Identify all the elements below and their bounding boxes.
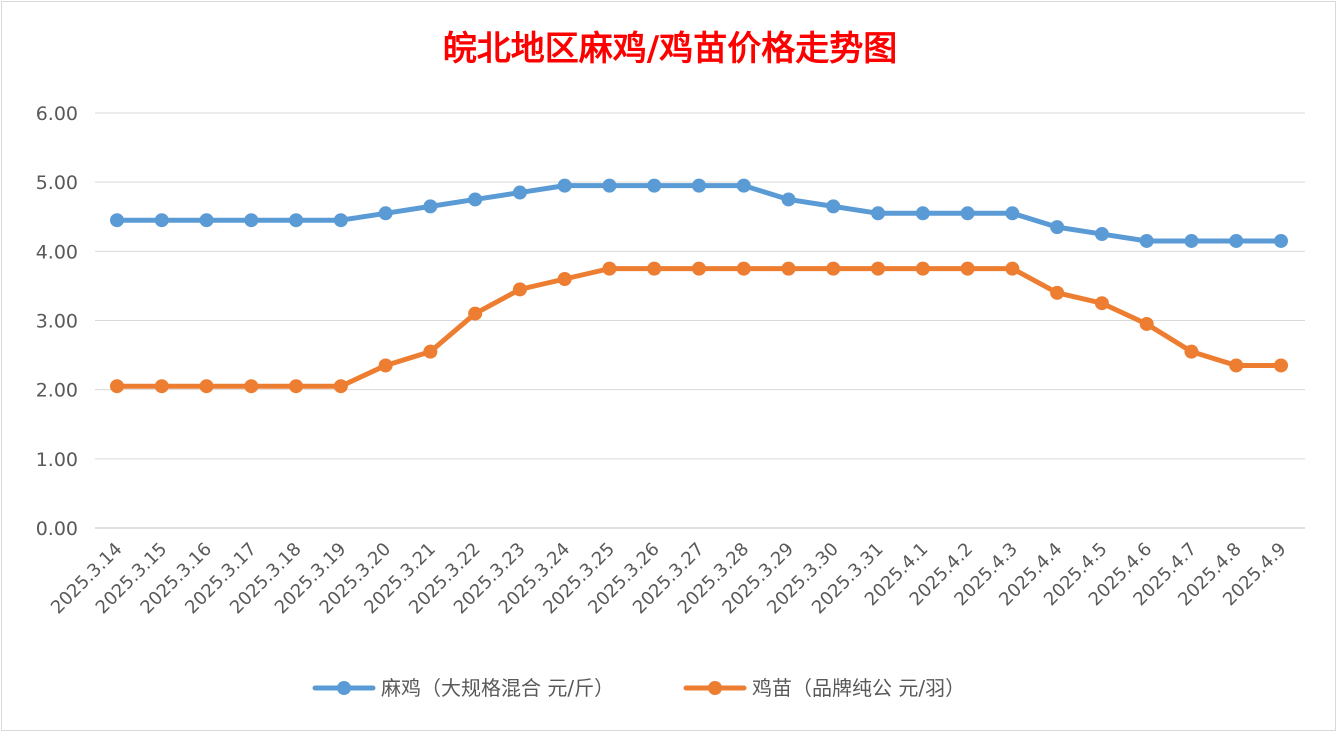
data-point: [512, 185, 527, 200]
data-point: [1139, 316, 1154, 331]
series-2: [110, 261, 1288, 394]
data-point: [960, 261, 975, 276]
data-point: [1005, 206, 1020, 221]
data-point: [333, 213, 348, 228]
data-point: [915, 206, 930, 221]
data-point: [154, 213, 169, 228]
data-point: [602, 261, 617, 276]
data-point: [378, 358, 393, 373]
data-point: [1050, 220, 1065, 235]
data-point: [1094, 227, 1109, 242]
series-layer: [110, 178, 1288, 394]
data-point: [289, 379, 304, 394]
data-point: [781, 261, 796, 276]
data-point: [960, 206, 975, 221]
data-point: [602, 178, 617, 193]
data-point: [736, 261, 751, 276]
data-point: [692, 261, 706, 276]
data-point: [647, 178, 662, 193]
data-point: [244, 213, 259, 228]
data-point: [423, 199, 438, 214]
y-tick-label: 3.00: [36, 311, 78, 333]
data-point: [557, 178, 572, 193]
legend-swatch-marker: [337, 681, 351, 695]
data-point: [781, 192, 796, 207]
data-point: [199, 213, 214, 228]
data-point: [826, 261, 841, 276]
data-point: [826, 199, 841, 214]
data-point: [1184, 233, 1199, 248]
data-point: [378, 206, 393, 221]
data-point: [1139, 233, 1154, 248]
data-point: [110, 213, 124, 228]
gridlines: [95, 112, 1305, 529]
data-point: [244, 379, 259, 394]
legend: 麻鸡（大规格混合 元/斤） 鸡苗（品牌纯公 元/羽）: [312, 676, 965, 700]
data-point: [915, 261, 930, 276]
data-point: [1005, 261, 1020, 276]
data-point: [647, 261, 662, 276]
legend-label: 鸡苗（品牌纯公 元/羽）: [752, 676, 965, 700]
legend-item-1: 麻鸡（大规格混合 元/斤）: [312, 676, 614, 700]
legend-swatch-marker: [708, 681, 722, 695]
data-point: [871, 206, 886, 221]
y-axis-ticks: 0.00 1.00 2.00 3.00 4.00 5.00 6.00: [36, 103, 78, 540]
data-point: [512, 282, 527, 297]
data-point: [692, 178, 706, 193]
data-point: [1229, 358, 1244, 373]
y-tick-label: 5.00: [36, 172, 78, 194]
y-tick-label: 4.00: [36, 241, 78, 263]
data-point: [1094, 296, 1109, 311]
data-point: [1184, 344, 1199, 359]
data-point: [1274, 233, 1288, 248]
data-point: [423, 344, 438, 359]
y-tick-label: 6.00: [36, 103, 78, 125]
chart-title: 皖北地区麻鸡/鸡苗价格走势图: [443, 29, 897, 69]
y-tick-label: 2.00: [36, 380, 78, 402]
y-tick-label: 1.00: [36, 449, 78, 471]
data-point: [1229, 233, 1244, 248]
legend-label: 麻鸡（大规格混合 元/斤）: [381, 676, 614, 700]
legend-item-2: 鸡苗（品牌纯公 元/羽）: [683, 676, 965, 700]
data-point: [557, 272, 572, 286]
data-point: [1050, 285, 1065, 300]
data-point: [871, 261, 886, 276]
data-point: [736, 178, 751, 193]
data-point: [154, 379, 169, 394]
x-axis-ticks: 2025.3.142025.3.152025.3.162025.3.172025…: [47, 539, 1291, 619]
series-1: [110, 178, 1288, 248]
data-point: [333, 379, 348, 394]
series-line: [114, 266, 1284, 389]
data-point: [1274, 358, 1288, 373]
data-point: [110, 379, 124, 394]
data-point: [289, 213, 304, 228]
data-point: [199, 379, 214, 394]
data-point: [468, 306, 483, 321]
y-tick-label: 0.00: [36, 518, 78, 540]
data-point: [468, 192, 483, 207]
